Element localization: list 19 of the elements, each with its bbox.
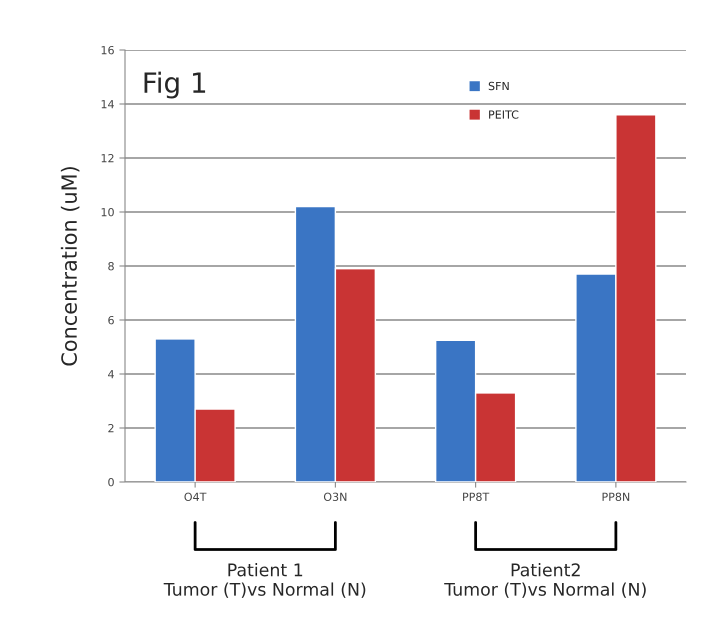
- x-tick-label: PP8T: [463, 492, 490, 502]
- x-tick-label: O3N: [324, 492, 346, 502]
- legend-label: SFN: [488, 82, 509, 90]
- y-tick-label: 4: [108, 370, 114, 378]
- text: Fig 1: [144, 72, 206, 98]
- y-tick-label: 10: [102, 208, 114, 216]
- text: Patient2 Tumor (T)vs Normal (N): [444, 563, 646, 598]
- legend-label: PEITC: [489, 110, 518, 119]
- y-tick-label: 2: [108, 424, 114, 432]
- x-tick-label: O4T: [184, 492, 206, 502]
- y-tick-label: 6: [108, 316, 114, 324]
- y-tick-label: 12: [102, 154, 114, 162]
- text: Patient 1 Tumor (T)vs Normal (N): [164, 563, 366, 598]
- x-tick-label: PP8N: [602, 492, 630, 502]
- y-tick-label: 14: [102, 100, 114, 108]
- y-tick-label: 16: [102, 46, 114, 54]
- y-tick-label: 8: [108, 262, 114, 270]
- y-tick-label: 0: [108, 478, 114, 486]
- y-axis-title: Concentration (uM): [60, 167, 80, 366]
